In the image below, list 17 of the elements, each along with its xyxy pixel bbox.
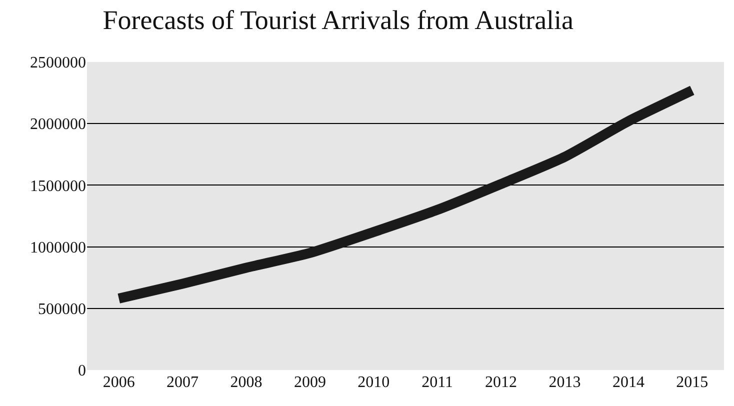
x-tick-label: 2015 [676, 374, 708, 391]
x-tick-label: 2006 [102, 374, 135, 391]
x-tick-label: 2007 [166, 374, 199, 391]
y-tick-label: 1000000 [30, 239, 86, 256]
y-tick-label: 500000 [38, 301, 86, 318]
x-tick-label: 2011 [422, 374, 454, 391]
y-tick-label: 2500000 [30, 54, 86, 72]
x-tick-label: 2010 [358, 374, 390, 391]
x-tick-label: 2009 [294, 374, 326, 391]
x-tick-label: 2013 [548, 374, 581, 391]
y-tick-label: 1500000 [30, 178, 86, 195]
chart-title: Forecasts of Tourist Arrivals from Australia [102, 5, 574, 36]
x-tick-label: 2012 [485, 374, 518, 391]
x-tick-label: 2008 [230, 374, 262, 391]
y-tick-label: 2000000 [30, 116, 86, 134]
x-tick-label: 2014 [612, 374, 644, 391]
y-tick-label: 0 [78, 362, 86, 380]
